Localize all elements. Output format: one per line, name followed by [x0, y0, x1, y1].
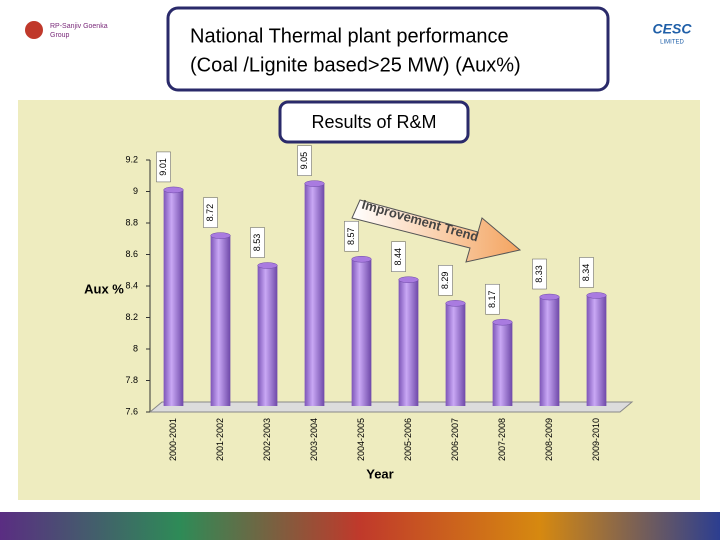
bar-top — [257, 262, 278, 269]
bar-top — [492, 318, 513, 326]
bar-top — [163, 186, 184, 194]
logo-text: RP-Sanjiv Goenka — [50, 23, 108, 30]
logo-icon — [25, 21, 43, 39]
value-label-box — [579, 257, 594, 288]
x-tick-label: 2004-2005 — [356, 418, 366, 461]
value-label-box — [156, 151, 171, 183]
y-tick-label: 8.2 — [125, 312, 138, 322]
x-tick-label: 2003-2004 — [309, 418, 319, 461]
bar-top — [586, 292, 607, 299]
bar-top — [539, 293, 560, 301]
footer-strip — [0, 512, 720, 540]
x-tick-label: 2005-2006 — [403, 418, 413, 461]
bar — [492, 322, 513, 406]
x-tick-label: 2007-2008 — [497, 418, 507, 461]
y-tick-label: 8.8 — [125, 217, 138, 227]
value-label-box — [532, 258, 547, 290]
y-tick-label: 9 — [133, 186, 138, 196]
title-line: (Coal /Lignite based>25 MW) (Aux%) — [190, 54, 521, 76]
value-label-box — [391, 241, 406, 272]
bar — [398, 279, 419, 406]
bar — [445, 303, 466, 406]
x-tick-label: 2008-2009 — [544, 418, 554, 461]
y-tick-label: 8.6 — [125, 249, 138, 259]
y-tick-label: 7.8 — [125, 375, 138, 385]
y-tick-label: 9.2 — [125, 154, 138, 164]
value-label: 8.17 — [487, 290, 497, 308]
bar — [539, 297, 560, 406]
bar — [351, 259, 372, 406]
value-label-box — [250, 227, 265, 258]
x-tick-label: 2000-2001 — [168, 418, 178, 461]
y-tick-label: 8 — [133, 343, 138, 353]
value-label-box — [344, 220, 359, 252]
value-label: 8.29 — [440, 272, 450, 290]
bar-top — [304, 180, 325, 187]
logo-text: CESC — [653, 21, 693, 37]
value-label: 8.33 — [534, 265, 544, 283]
title-box — [166, 6, 610, 92]
value-label: 8.44 — [393, 248, 403, 266]
logo-text: LIMITED — [660, 40, 684, 46]
bar — [304, 183, 325, 406]
value-label-box — [438, 265, 453, 296]
x-tick-label: 2006-2007 — [450, 418, 460, 461]
bar — [210, 235, 231, 406]
x-axis-label: Year — [366, 466, 393, 481]
y-axis-label: Aux % — [84, 281, 124, 296]
bar — [586, 295, 607, 406]
x-tick-label: 2002-2003 — [262, 418, 272, 461]
value-label: 8.53 — [252, 234, 262, 252]
bar-top — [351, 255, 372, 263]
logo-text: Group — [50, 32, 70, 39]
title-line: National Thermal plant performance — [190, 25, 509, 47]
value-label: 9.01 — [158, 158, 168, 176]
value-label-box — [203, 197, 218, 228]
value-label: 8.72 — [205, 204, 215, 222]
bar-top — [445, 300, 466, 307]
subtitle-box — [278, 100, 470, 144]
y-tick-label: 7.6 — [125, 406, 138, 416]
x-tick-label: 2009-2010 — [591, 418, 601, 461]
value-label: 8.34 — [581, 264, 591, 282]
subtitle: Results of R&M — [311, 112, 436, 132]
bar-top — [210, 232, 231, 239]
value-label: 9.05 — [299, 152, 309, 170]
value-label: 8.57 — [346, 227, 356, 245]
x-tick-label: 2001-2002 — [215, 418, 225, 461]
bar — [163, 189, 184, 406]
y-tick-label: 8.4 — [125, 280, 138, 290]
bar — [257, 265, 278, 406]
bar-top — [398, 276, 419, 283]
value-label-box — [297, 145, 312, 176]
value-label-box — [485, 283, 500, 315]
trend-arrow — [351, 199, 522, 263]
